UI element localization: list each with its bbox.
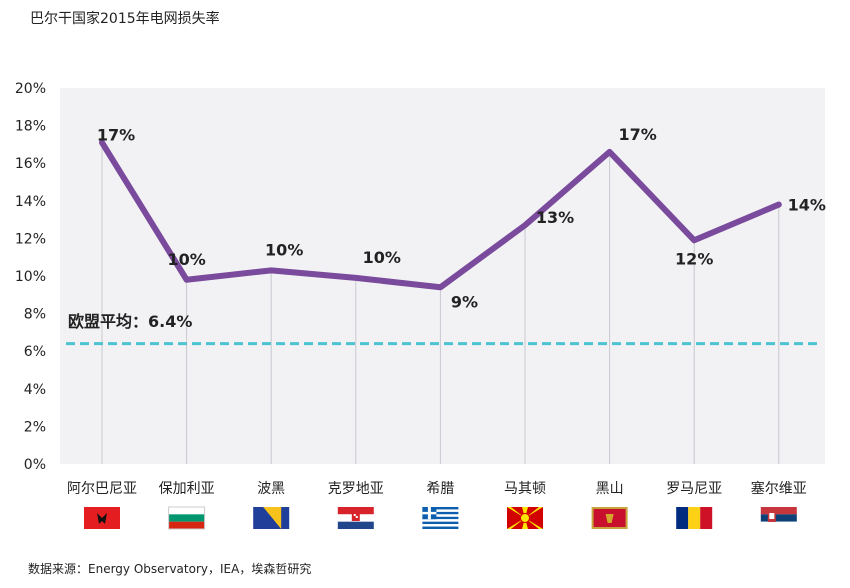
y-tick-label: 0% [24, 457, 46, 473]
y-tick-label: 12% [15, 231, 46, 247]
bulgaria-flag [168, 506, 206, 530]
data-label: 17% [618, 125, 656, 144]
x-tick-label: 塞尔维亚 [751, 480, 807, 497]
data-label: 10% [363, 248, 401, 267]
data-label: 9% [451, 292, 478, 311]
y-tick-label: 16% [15, 156, 46, 172]
macedonia-flag [507, 507, 543, 529]
data-label: 13% [536, 208, 574, 227]
x-tick-label: 保加利亚 [159, 481, 215, 497]
y-tick-label: 8% [24, 307, 46, 323]
data-point [523, 223, 527, 228]
data-point [692, 238, 697, 243]
y-tick-label: 4% [24, 382, 46, 398]
source-note: 数据来源：Energy Observatory，IEA，埃森哲研究 [28, 562, 312, 576]
romania-flag [676, 507, 713, 529]
y-tick-label: 14% [15, 194, 46, 210]
data-label: 17% [97, 126, 135, 145]
y-tick-label: 20% [15, 81, 46, 97]
data-label: 12% [675, 249, 713, 268]
albania-flag [84, 507, 120, 529]
y-tick-label: 2% [24, 419, 46, 435]
bosnia-flag [253, 507, 290, 529]
x-tick-label: 马其顿 [504, 481, 546, 497]
x-tick-label: 希腊 [426, 481, 454, 497]
data-point [353, 275, 358, 280]
data-label: 10% [265, 240, 303, 259]
data-point [607, 149, 612, 154]
data-label: 14% [788, 196, 826, 215]
eu-average-label: 欧盟平均：6.4% [68, 312, 192, 331]
x-tick-label: 波黑 [257, 481, 285, 497]
serbia-flag [760, 507, 797, 529]
x-tick-label: 黑山 [596, 481, 624, 497]
montenegro-flag [591, 507, 628, 529]
data-point [776, 202, 781, 207]
y-tick-label: 6% [24, 344, 46, 360]
y-tick-label: 18% [15, 119, 46, 135]
greece-flag [422, 507, 459, 529]
x-tick-label: 罗马尼亚 [666, 481, 722, 497]
croatia-flag [337, 507, 374, 529]
data-point [438, 285, 443, 290]
data-label: 10% [167, 250, 205, 269]
data-point [269, 268, 274, 273]
data-point [100, 140, 104, 145]
chart-title: 巴尔干国家2015年电网损失率 [30, 11, 220, 27]
x-tick-label: 阿尔巴尼亚 [67, 481, 137, 497]
plot-background [60, 88, 825, 464]
y-tick-label: 10% [15, 269, 46, 285]
x-tick-label: 克罗地亚 [328, 481, 384, 497]
data-point [184, 277, 189, 282]
